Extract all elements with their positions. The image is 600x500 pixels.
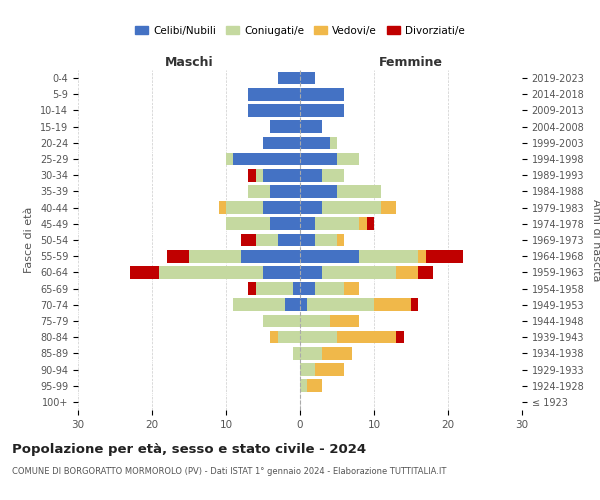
- Bar: [300, 120, 322, 133]
- Bar: [300, 72, 315, 85]
- Bar: [374, 298, 411, 311]
- Bar: [300, 266, 322, 278]
- Bar: [300, 282, 315, 295]
- Bar: [322, 202, 382, 214]
- Bar: [322, 169, 344, 181]
- Bar: [256, 169, 263, 181]
- Text: COMUNE DI BORGORATTO MORMOROLO (PV) - Dati ISTAT 1° gennaio 2024 - Elaborazione : COMUNE DI BORGORATTO MORMOROLO (PV) - Da…: [12, 468, 446, 476]
- Bar: [418, 266, 433, 278]
- Bar: [278, 331, 300, 344]
- Bar: [300, 380, 307, 392]
- Bar: [411, 298, 418, 311]
- Bar: [218, 202, 226, 214]
- Bar: [285, 298, 300, 311]
- Text: Femmine: Femmine: [379, 56, 443, 69]
- Bar: [300, 331, 337, 344]
- Bar: [300, 314, 329, 328]
- Bar: [248, 169, 256, 181]
- Bar: [278, 72, 300, 85]
- Bar: [226, 218, 271, 230]
- Bar: [300, 152, 337, 166]
- Bar: [226, 152, 233, 166]
- Bar: [344, 282, 359, 295]
- Bar: [300, 363, 315, 376]
- Bar: [367, 218, 374, 230]
- Bar: [233, 152, 300, 166]
- Bar: [300, 347, 322, 360]
- Bar: [263, 136, 300, 149]
- Bar: [300, 298, 307, 311]
- Legend: Celibi/Nubili, Coniugati/e, Vedovi/e, Divorziati/e: Celibi/Nubili, Coniugati/e, Vedovi/e, Di…: [132, 22, 468, 39]
- Bar: [263, 169, 300, 181]
- Bar: [300, 88, 344, 101]
- Text: Maschi: Maschi: [164, 56, 214, 69]
- Y-axis label: Fasce di età: Fasce di età: [25, 207, 34, 273]
- Bar: [315, 234, 337, 246]
- Y-axis label: Anni di nascita: Anni di nascita: [591, 198, 600, 281]
- Bar: [337, 234, 344, 246]
- Bar: [278, 234, 300, 246]
- Bar: [248, 104, 300, 117]
- Bar: [263, 202, 300, 214]
- Bar: [226, 202, 263, 214]
- Bar: [382, 202, 396, 214]
- Bar: [337, 185, 382, 198]
- Bar: [300, 104, 344, 117]
- Bar: [248, 185, 271, 198]
- Text: Popolazione per età, sesso e stato civile - 2024: Popolazione per età, sesso e stato civil…: [12, 442, 366, 456]
- Bar: [322, 266, 396, 278]
- Bar: [359, 218, 367, 230]
- Bar: [396, 331, 404, 344]
- Bar: [293, 282, 300, 295]
- Bar: [300, 136, 329, 149]
- Bar: [315, 363, 344, 376]
- Bar: [256, 234, 278, 246]
- Bar: [337, 152, 359, 166]
- Bar: [359, 250, 418, 262]
- Bar: [271, 331, 278, 344]
- Bar: [167, 250, 189, 262]
- Bar: [233, 298, 285, 311]
- Bar: [271, 218, 300, 230]
- Bar: [263, 314, 300, 328]
- Bar: [189, 250, 241, 262]
- Bar: [337, 331, 396, 344]
- Bar: [271, 185, 300, 198]
- Bar: [160, 266, 263, 278]
- Bar: [256, 282, 293, 295]
- Bar: [307, 380, 322, 392]
- Bar: [248, 88, 300, 101]
- Bar: [315, 282, 344, 295]
- Bar: [300, 250, 359, 262]
- Bar: [271, 120, 300, 133]
- Bar: [307, 298, 374, 311]
- Bar: [322, 347, 352, 360]
- Bar: [263, 266, 300, 278]
- Bar: [300, 234, 315, 246]
- Bar: [300, 169, 322, 181]
- Bar: [300, 218, 315, 230]
- Bar: [329, 314, 359, 328]
- Bar: [130, 266, 160, 278]
- Bar: [418, 250, 426, 262]
- Bar: [426, 250, 463, 262]
- Bar: [293, 347, 300, 360]
- Bar: [248, 282, 256, 295]
- Bar: [241, 234, 256, 246]
- Bar: [300, 185, 337, 198]
- Bar: [241, 250, 300, 262]
- Bar: [315, 218, 359, 230]
- Bar: [329, 136, 337, 149]
- Bar: [300, 202, 322, 214]
- Bar: [396, 266, 418, 278]
